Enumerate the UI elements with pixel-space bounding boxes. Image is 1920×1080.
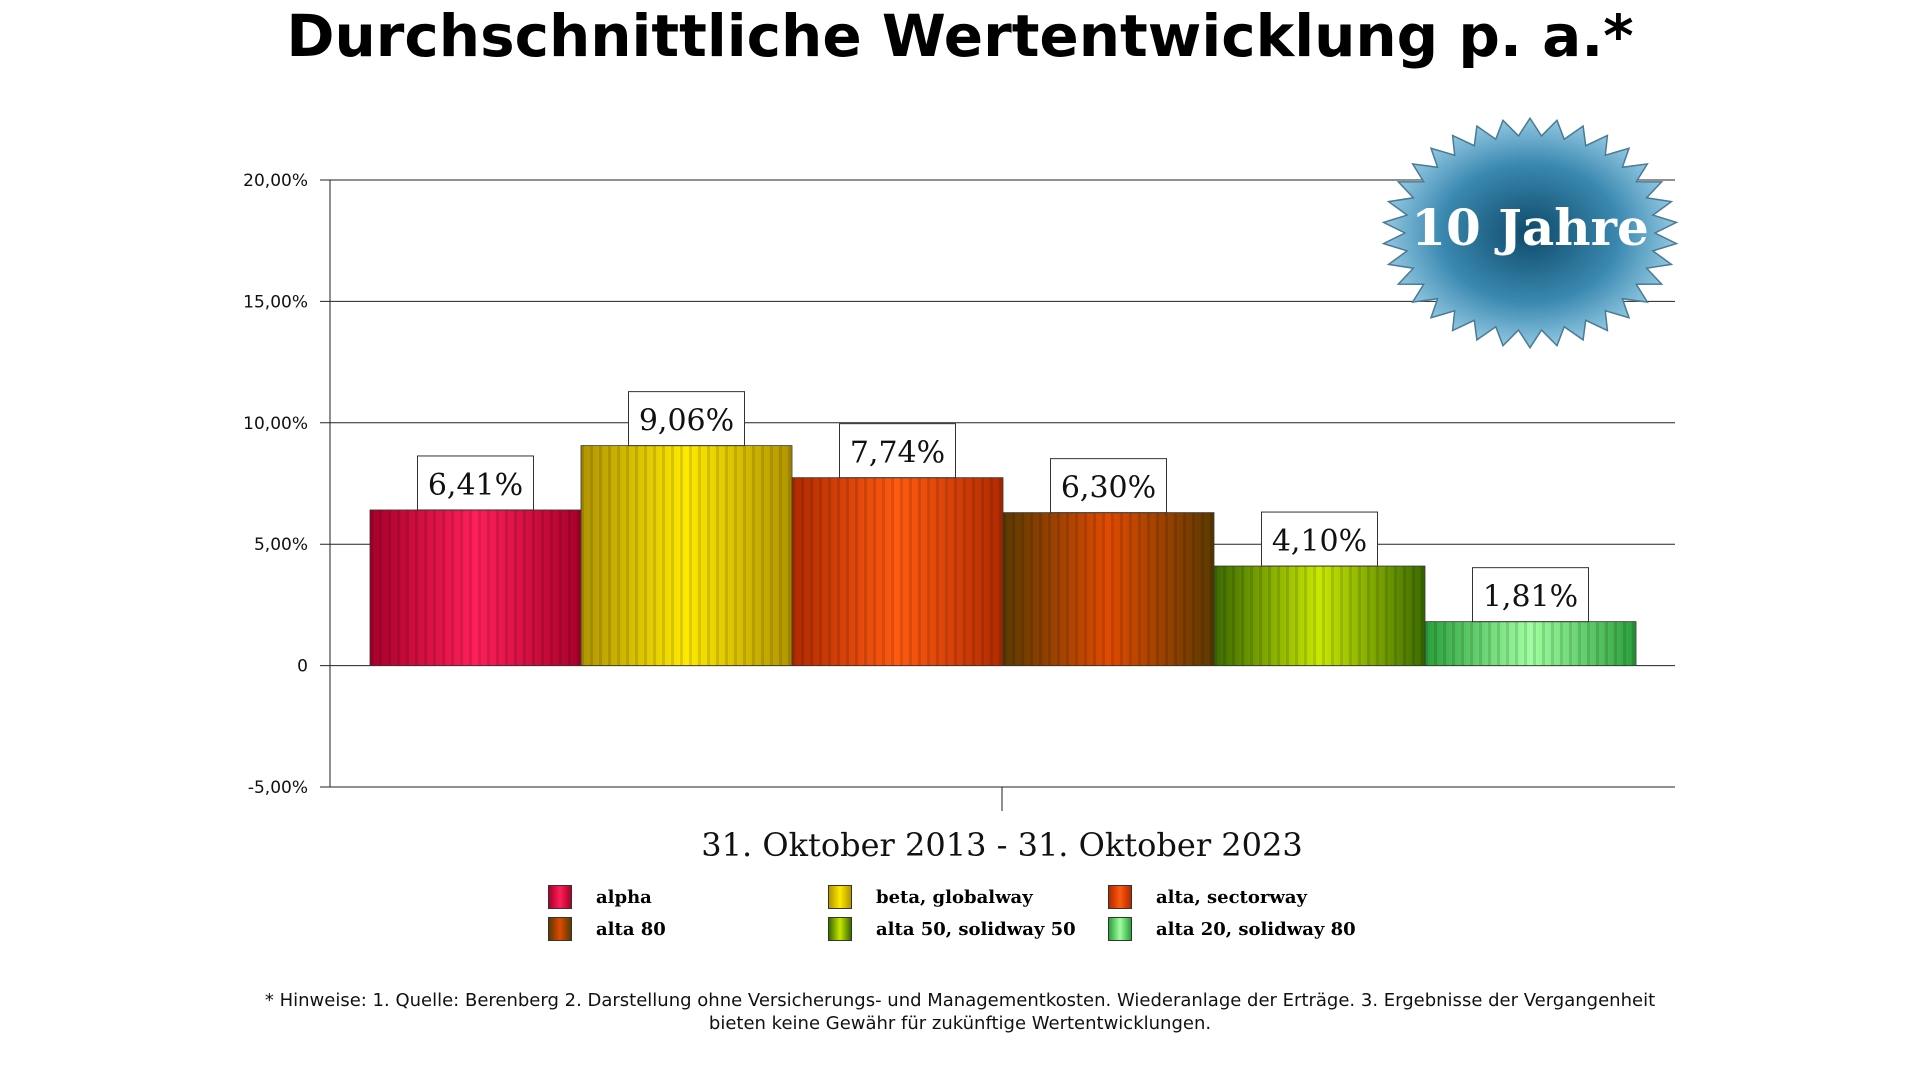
legend-swatch: [1108, 917, 1132, 941]
legend-label: alta 80: [596, 918, 666, 940]
data-label: 6,30%: [1061, 471, 1156, 506]
badge-10-jahre: 10 Jahre: [1381, 116, 1679, 350]
legend-item: alta 20, solidway 80: [1108, 916, 1388, 942]
y-tick-label: 20,00%: [243, 171, 308, 191]
legend-item: alta, sectorway: [1108, 884, 1388, 910]
legend-label: alta, sectorway: [1156, 886, 1307, 908]
legend-item: alpha: [548, 884, 828, 910]
bar-alta-80: [1002, 512, 1215, 666]
legend-item: alta 50, solidway 50: [828, 916, 1108, 942]
data-label-box: [417, 455, 534, 511]
bar-alta-sectorway: [791, 477, 1004, 666]
legend-label: beta, globalway: [876, 886, 1033, 908]
data-labels: 6,41% 9,06% 7,74% 6,30% 4,10% 1,81%: [417, 391, 1589, 623]
badge-label: 10 Jahre: [1411, 198, 1649, 257]
legend-swatch: [1108, 885, 1132, 909]
y-axis-ticks: 20,00% 15,00% 10,00% 5,00% 0 -5,00%: [243, 171, 308, 798]
y-tick-label: 10,00%: [243, 414, 308, 434]
footnote-line-2: bieten keine Gewähr für zukünftige Werte…: [708, 1013, 1212, 1034]
y-tick-label: 0: [297, 657, 308, 677]
legend-label: alpha: [596, 886, 652, 908]
data-label-box: [628, 391, 745, 447]
data-label: 1,81%: [1483, 580, 1578, 615]
legend-label: alta 20, solidway 80: [1156, 918, 1356, 940]
data-label-box: [1472, 567, 1589, 623]
x-axis-label: 31. Oktober 2013 - 31. Oktober 2023: [701, 826, 1302, 864]
legend-swatch: [828, 917, 852, 941]
footnote-line-1: * Hinweise: 1. Quelle: Berenberg 2. Dars…: [264, 990, 1656, 1011]
y-tick-label: 15,00%: [243, 292, 308, 312]
bar-beta-globalway: [580, 445, 793, 667]
bars: [369, 445, 1637, 667]
bar-alpha: [369, 509, 582, 667]
legend: alpha beta, globalway alta, sectorway alta …: [548, 884, 1388, 942]
bar-alta-50-solidway-50: [1213, 565, 1426, 666]
y-tick-label: -5,00%: [248, 778, 308, 798]
data-label: 7,74%: [850, 436, 945, 471]
data-label: 4,10%: [1272, 524, 1367, 559]
data-label-box: [1261, 511, 1378, 567]
legend-swatch: [548, 917, 572, 941]
data-label-box: [1050, 458, 1167, 514]
data-label: 6,41%: [428, 468, 523, 503]
footnote: * Hinweise: 1. Quelle: Berenberg 2. Dars…: [160, 989, 1760, 1035]
badge-starburst: [1381, 116, 1679, 350]
legend-label: alta 50, solidway 50: [876, 918, 1076, 940]
data-label: 9,06%: [639, 404, 734, 439]
legend-swatch: [828, 885, 852, 909]
legend-item: alta 80: [548, 916, 828, 942]
y-tick-label: 5,00%: [254, 535, 308, 555]
data-label-box: [839, 423, 956, 479]
chart-title: Durchschnittliche Wertentwicklung p. a.*: [286, 2, 1634, 70]
bar-alta-20-solidway-80: [1424, 621, 1637, 666]
legend-swatch: [548, 885, 572, 909]
legend-item: beta, globalway: [828, 884, 1108, 910]
